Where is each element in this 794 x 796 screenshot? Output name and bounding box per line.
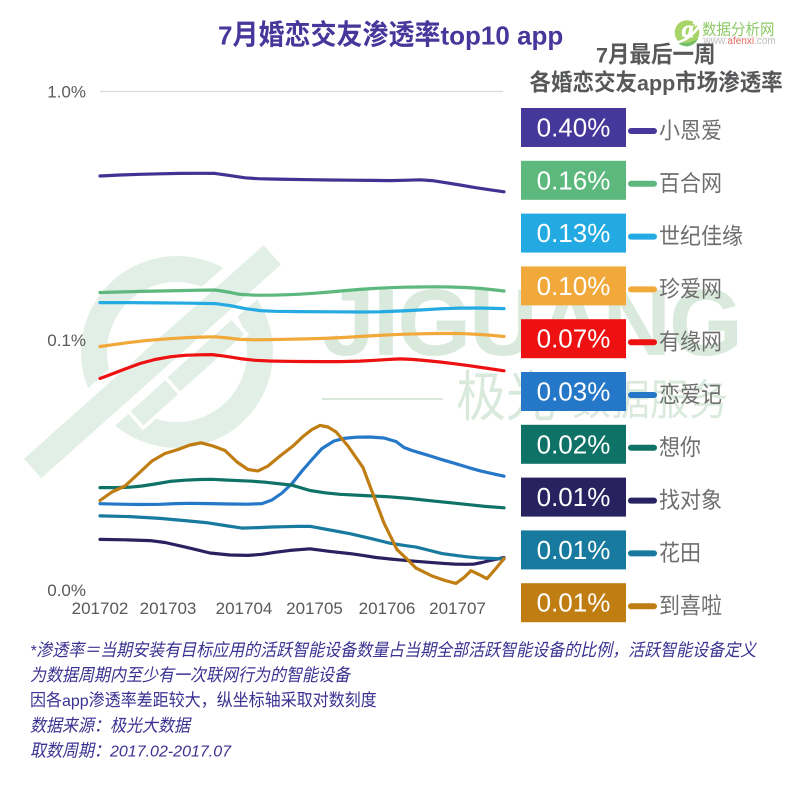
svg-text:0.07%: 0.07% bbox=[537, 324, 611, 354]
svg-text:0.01%: 0.01% bbox=[537, 535, 611, 565]
svg-text:www.afenxi.com: www.afenxi.com bbox=[703, 36, 776, 47]
svg-text:0.1%: 0.1% bbox=[47, 331, 86, 350]
svg-text:7: 7 bbox=[218, 21, 232, 51]
svg-text:0.01%: 0.01% bbox=[537, 482, 611, 512]
svg-text:0.10%: 0.10% bbox=[537, 271, 611, 301]
svg-text:0.01%: 0.01% bbox=[537, 588, 611, 618]
svg-text:0.13%: 0.13% bbox=[537, 218, 611, 248]
svg-text:a: a bbox=[682, 17, 694, 43]
svg-text:app: app bbox=[637, 72, 675, 96]
svg-text:top10 app: top10 app bbox=[441, 21, 564, 51]
svg-text:201705: 201705 bbox=[286, 599, 343, 618]
svg-text:201707: 201707 bbox=[429, 599, 486, 618]
svg-text:201704: 201704 bbox=[216, 599, 273, 618]
svg-text:1.0%: 1.0% bbox=[47, 83, 86, 102]
svg-text:201702: 201702 bbox=[72, 599, 129, 618]
svg-text:7: 7 bbox=[596, 44, 608, 68]
svg-text:0.03%: 0.03% bbox=[537, 377, 611, 407]
svg-text:*: * bbox=[30, 643, 37, 660]
svg-text:app: app bbox=[62, 693, 89, 710]
svg-text:0.16%: 0.16% bbox=[537, 165, 611, 195]
svg-text:0.0%: 0.0% bbox=[47, 581, 86, 600]
svg-text:2017.02-2017.07: 2017.02-2017.07 bbox=[109, 744, 232, 761]
svg-text:201703: 201703 bbox=[140, 599, 197, 618]
svg-text:201706: 201706 bbox=[359, 599, 416, 618]
svg-text:0.02%: 0.02% bbox=[537, 429, 611, 459]
svg-text:0.40%: 0.40% bbox=[537, 113, 611, 143]
